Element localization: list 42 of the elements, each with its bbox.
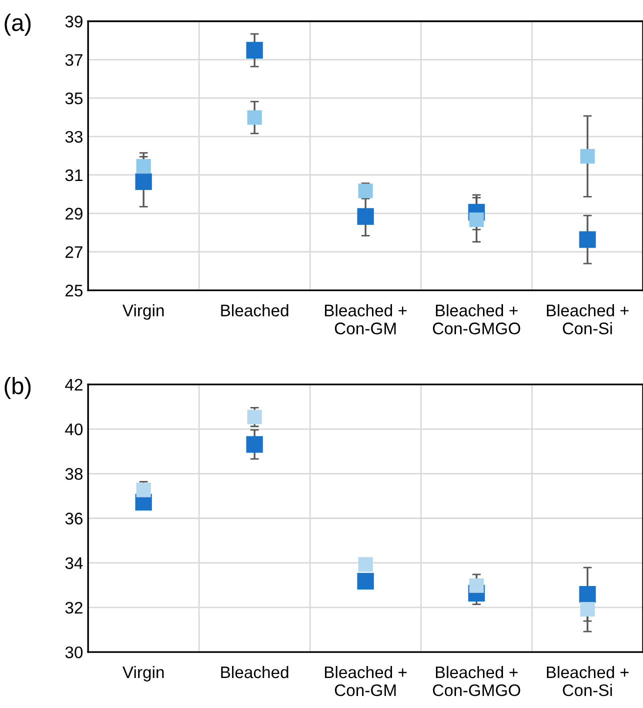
y-tick-label: 38 xyxy=(65,468,83,480)
x-tick-label: Bleached + Con-Si xyxy=(546,304,629,334)
x-tick-label: Virgin xyxy=(122,666,164,682)
point xyxy=(246,436,263,453)
point xyxy=(358,557,373,572)
x-tick-label: Bleached + Con-GM xyxy=(324,304,407,334)
point xyxy=(357,572,374,590)
text: (b) xyxy=(4,376,31,399)
y-tick-label: 31 xyxy=(65,169,82,182)
x-tick-label: Bleached + Con-GMGO xyxy=(432,304,520,334)
x-tick-label: Bleached xyxy=(221,304,288,316)
x-tick-label: Bleached + Con-Si xyxy=(546,666,629,696)
point xyxy=(579,586,596,603)
y-tick-label: 39 xyxy=(65,16,82,28)
y-tick-label: 42 xyxy=(65,378,82,390)
point xyxy=(136,482,151,498)
y-tick-label: 34 xyxy=(65,557,83,570)
x-tick-label: Bleached + Con-GMGO xyxy=(432,666,520,696)
point xyxy=(135,173,152,190)
text: (a) xyxy=(4,14,31,36)
point xyxy=(247,110,262,125)
y-tick-label: 33 xyxy=(65,130,82,143)
y-tick-label: 30 xyxy=(65,646,83,658)
y-tick-label: 25 xyxy=(66,284,83,296)
y-tick-label: 36 xyxy=(65,512,82,524)
y-tick-label: 35 xyxy=(65,92,83,104)
y-tick-label: 32 xyxy=(65,602,82,614)
y-tick-label: 37 xyxy=(65,54,82,66)
point xyxy=(580,149,595,164)
point xyxy=(579,231,596,248)
point xyxy=(136,159,151,174)
point xyxy=(246,42,263,59)
y-tick-label: 27 xyxy=(66,246,82,258)
y-tick-label: 29 xyxy=(66,208,82,220)
point xyxy=(469,212,484,228)
point xyxy=(469,578,484,593)
x-tick-label: Bleached xyxy=(221,666,288,678)
x-tick-label: Bleached + Con-GM xyxy=(324,666,407,696)
point xyxy=(357,208,374,225)
x-tick-label: Virgin xyxy=(122,304,164,320)
y-tick-label: 40 xyxy=(65,423,83,436)
point xyxy=(580,602,595,617)
